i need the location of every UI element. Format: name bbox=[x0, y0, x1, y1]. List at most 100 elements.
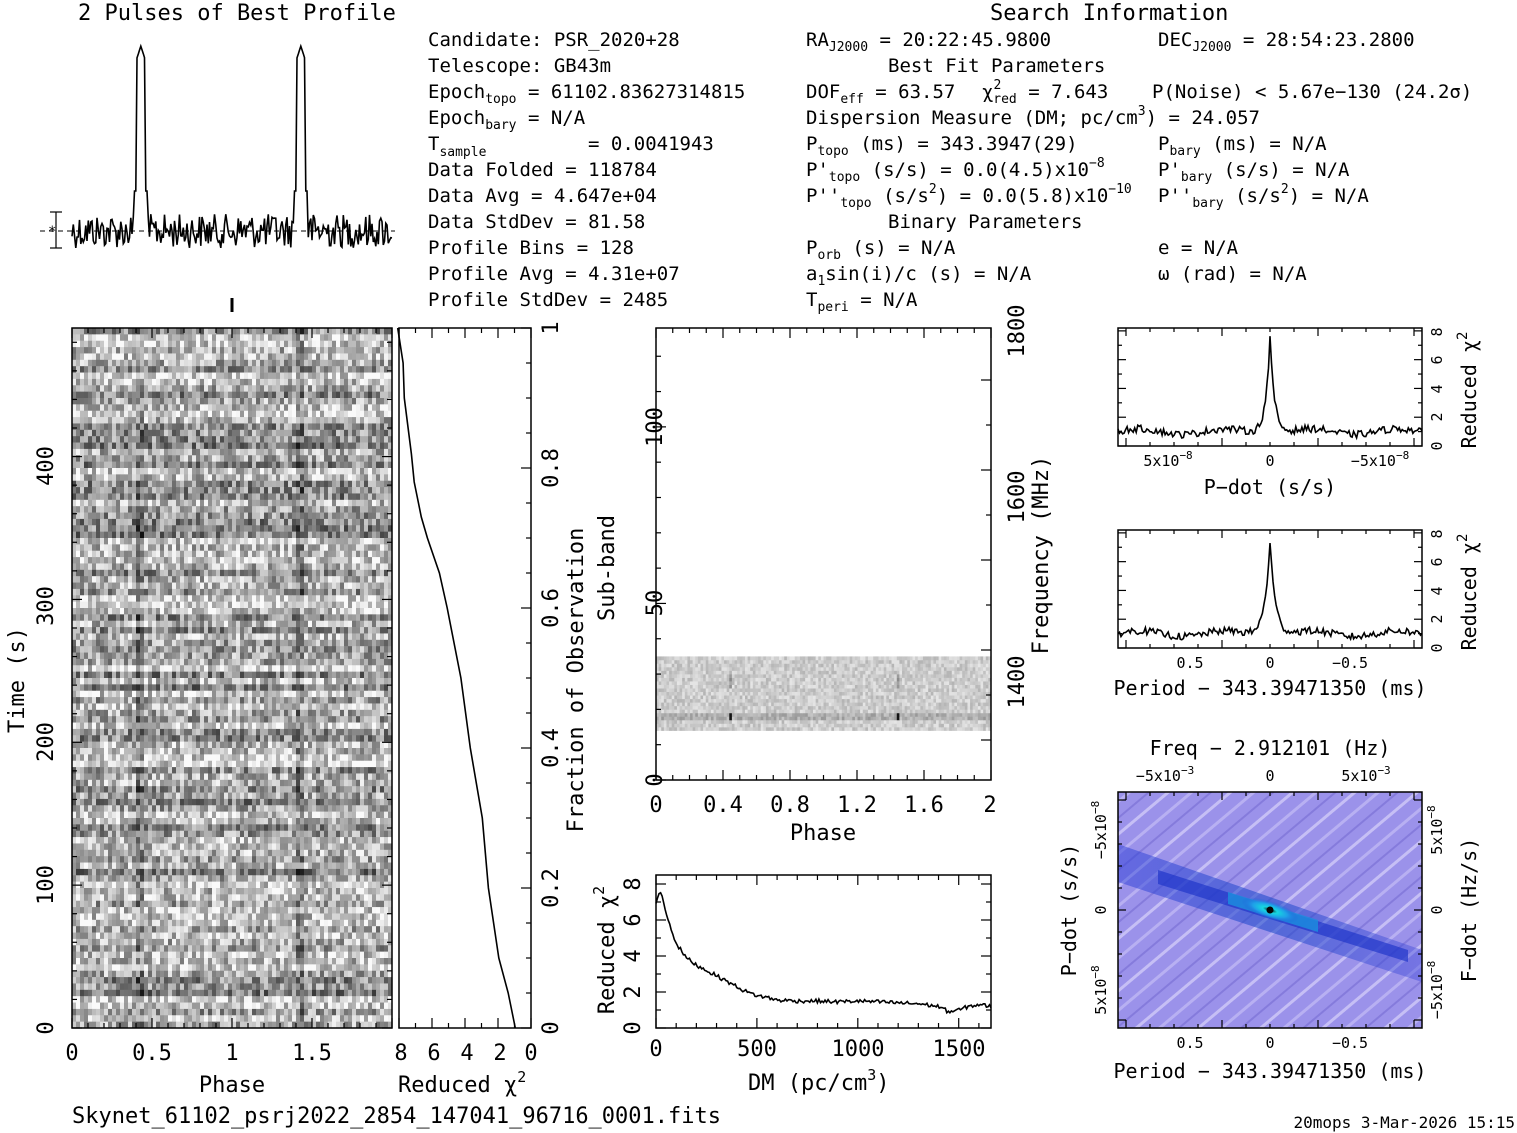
ppd-top-tick-1: 0 bbox=[1265, 767, 1274, 785]
cf-xlabel: Reduced χ2 bbox=[398, 1068, 526, 1098]
pp-xlabel: Period − 343.39471350 (ms) bbox=[1113, 676, 1426, 700]
dm-xtick-1: 500 bbox=[737, 1037, 777, 1062]
dm-line: Dispersion Measure (DM; pc/cm3) = 24.057 bbox=[806, 104, 1260, 129]
tp-ylabel: Time (s) bbox=[5, 627, 30, 733]
dof-line: DOFeff = 63.57 bbox=[806, 81, 955, 107]
pd-ytick-6: 6 bbox=[1428, 355, 1446, 364]
cf-ylabel: Fraction of Observation bbox=[564, 528, 589, 833]
dm-ylabel: Reduced χ2 bbox=[590, 886, 620, 1014]
search-info-title: Search Information bbox=[990, 1, 1228, 26]
telescope-line: Telescope: GB43m bbox=[428, 55, 611, 77]
subband-phase-panel: 0 0.4 0.8 1.2 1.6 2 Phase 0 50 100 Sub-b… bbox=[595, 305, 1054, 846]
pd-xtick-0: 5x10−8 bbox=[1143, 449, 1192, 470]
ppd-ytick-2: 5x10−8 bbox=[1089, 965, 1110, 1014]
cf-ytick-1: 0.2 bbox=[539, 868, 564, 908]
pdbary-line: P'bary (s/s) = N/A bbox=[1158, 159, 1350, 185]
profile-curve bbox=[71, 43, 393, 250]
profile-mean-marker-icon: * bbox=[48, 224, 56, 240]
sb-xtick-2: 0.8 bbox=[770, 793, 810, 818]
ptopo-line: Ptopo (ms) = 343.3947(29) bbox=[806, 133, 1078, 159]
dm-ytick-2: 2 bbox=[621, 985, 646, 998]
chi2-fraction-curve bbox=[396, 327, 517, 1029]
cf-ytick-5: 1 bbox=[539, 321, 564, 334]
ppd-ytick-1: 0 bbox=[1092, 905, 1110, 914]
porb-line: Porb (s) = N/A bbox=[806, 237, 956, 263]
cf-xtick-2: 2 bbox=[493, 1041, 506, 1066]
ppd-ytick-r-2: −5x10−8 bbox=[1425, 961, 1446, 1019]
ppd-ylabel-right: F−dot (Hz/s) bbox=[1457, 838, 1481, 983]
pp-ytick-4: 4 bbox=[1428, 586, 1446, 595]
ppd-ylabel: P−dot (s/s) bbox=[1057, 844, 1081, 976]
sb-ytick-2: 100 bbox=[643, 407, 668, 447]
sb-ytick-r-0: 1400 bbox=[1005, 656, 1030, 709]
footer-stamp: 20mops 3-Mar-2026 15:15 bbox=[1293, 1113, 1515, 1132]
sb-xlabel: Phase bbox=[790, 821, 856, 846]
pp-xtick-0: 0.5 bbox=[1176, 654, 1203, 672]
profile-title: 2 Pulses of Best Profile bbox=[78, 1, 396, 26]
chi2-fraction-panel: 8 6 4 2 0 Reduced χ2 0 0.2 0.4 0.6 0.8 1… bbox=[394, 321, 589, 1098]
dm-ytick-6: 6 bbox=[621, 913, 646, 926]
ppd-xlabel: Period − 343.39471350 (ms) bbox=[1113, 1059, 1426, 1083]
dm-ytick-4: 4 bbox=[621, 949, 646, 962]
tp-xtick-1: 0.5 bbox=[132, 1041, 172, 1066]
profile-bins-line: Profile Bins = 128 bbox=[428, 237, 634, 259]
pp-xtick-2: −0.5 bbox=[1332, 654, 1368, 672]
cf-ytick-3: 0.6 bbox=[539, 588, 564, 628]
pdtopo-line: P'topo (s/s) = 0.0(4.5)x10−8 bbox=[806, 156, 1105, 185]
chi2-dm-panel: 0 500 1000 1500 DM (pc/cm3) 0 2 4 6 8 Re… bbox=[590, 874, 992, 1096]
dm-xlabel: DM (pc/cm3) bbox=[748, 1066, 890, 1096]
pd-ytick-8: 8 bbox=[1428, 327, 1446, 336]
sb-xtick-0: 0 bbox=[649, 793, 662, 818]
tp-ytick-1: 100 bbox=[34, 865, 59, 905]
pp-ytick-2: 2 bbox=[1428, 614, 1446, 623]
ppd-top-tick-2: 5x10−3 bbox=[1341, 764, 1390, 785]
ppd-heatmap bbox=[1118, 792, 1422, 1028]
chi2-pdot-panel: 5x10−8 0 −5x10−8 P−dot (s/s) 0 2 4 6 8 R… bbox=[1117, 327, 1481, 499]
pd-xtick-2: −5x10−8 bbox=[1351, 449, 1409, 470]
ppd-xtick-0: 0.5 bbox=[1176, 1034, 1203, 1052]
tsample-line: Tsample bbox=[428, 133, 487, 160]
candidate-line: Candidate: PSR_2020+28 bbox=[428, 29, 680, 51]
chi2-dm-curve bbox=[655, 891, 992, 1015]
pp-xtick-1: 0 bbox=[1265, 654, 1274, 672]
cf-xtick-0: 0 bbox=[524, 1041, 537, 1066]
best-fit-header: Best Fit Parameters bbox=[888, 55, 1105, 77]
tp-xlabel: Phase bbox=[199, 1073, 265, 1098]
ppd-top-tick-0: −5x10−3 bbox=[1136, 764, 1194, 785]
sb-ytick-r-2: 1800 bbox=[1005, 305, 1030, 358]
pp-ylabel: Reduced χ2 bbox=[1455, 534, 1481, 651]
cf-xtick-6: 6 bbox=[427, 1041, 440, 1066]
dec-line: DECJ2000 = 28:54:23.2800 bbox=[1158, 29, 1415, 55]
binary-header: Binary Parameters bbox=[888, 211, 1082, 233]
dm-xtick-2: 1000 bbox=[832, 1037, 885, 1062]
ra-line: RAJ2000 = 20:22:45.9800 bbox=[806, 29, 1051, 55]
ppd-xtick-1: 0 bbox=[1265, 1034, 1274, 1052]
sb-ytick-r-1: 1600 bbox=[1005, 471, 1030, 524]
pd-xtick-1: 0 bbox=[1265, 452, 1274, 470]
chi2-period-panel: 0.5 0 −0.5 Period − 343.39471350 (ms) 0 … bbox=[1113, 529, 1481, 700]
pp-ytick-8: 8 bbox=[1428, 529, 1446, 538]
subband-phase-image bbox=[656, 656, 992, 731]
dm-xtick-0: 0 bbox=[649, 1037, 662, 1062]
dm-ytick-8: 8 bbox=[621, 877, 646, 890]
dm-xtick-3: 1500 bbox=[933, 1037, 986, 1062]
data-avg-line: Data Avg = 4.647e+04 bbox=[428, 185, 657, 207]
tp-ytick-3: 300 bbox=[34, 586, 59, 626]
chi2-line: χ2 red = 7.643 bbox=[982, 78, 1108, 107]
sb-ylabel: Sub-band bbox=[595, 515, 620, 621]
epoch-topo-line: Epochtopo = 61102.83627314815 bbox=[428, 81, 745, 107]
data-folded-line: Data Folded = 118784 bbox=[428, 159, 657, 181]
profile-avg-line: Profile Avg = 4.31e+07 bbox=[428, 263, 680, 285]
pd-ylabel: Reduced χ2 bbox=[1455, 332, 1481, 449]
pp-ytick-6: 6 bbox=[1428, 557, 1446, 566]
footer-filename: Skynet_61102_psrj2022_2854_147041_96716_… bbox=[72, 1104, 721, 1129]
cf-xtick-8: 8 bbox=[394, 1041, 407, 1066]
pd-ytick-0: 0 bbox=[1428, 441, 1446, 450]
tp-ytick-2: 200 bbox=[34, 722, 59, 762]
pd-ytick-4: 4 bbox=[1428, 384, 1446, 393]
tp-xtick-3: 1.5 bbox=[292, 1041, 332, 1066]
tp-xtick-0: 0 bbox=[65, 1041, 78, 1066]
ppd-title: Freq − 2.912101 (Hz) bbox=[1150, 736, 1391, 760]
pulse-profile-plot: * bbox=[40, 43, 395, 250]
